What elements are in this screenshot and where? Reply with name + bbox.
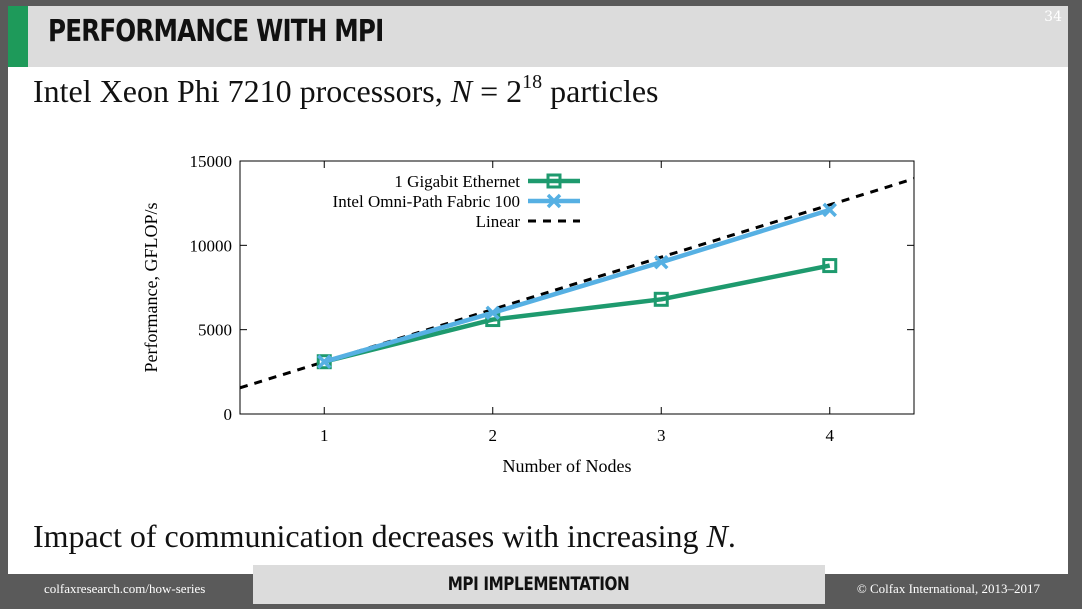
subtitle-equals: = 2 bbox=[472, 73, 523, 109]
subtitle-variable: N bbox=[450, 73, 473, 109]
conclusion-variable: N bbox=[706, 518, 728, 554]
plot-frame bbox=[239, 160, 915, 415]
series-omnipath-point bbox=[485, 305, 500, 321]
subtitle-prefix: Intel Xeon Phi 7210 processors, bbox=[33, 73, 443, 109]
slide-number: 34 bbox=[1044, 9, 1062, 25]
footer-url: colfaxresearch.com/how-series bbox=[44, 581, 206, 596]
x-tick-label: 4 bbox=[826, 426, 835, 445]
conclusion-text: Impact of communication decreases with i… bbox=[33, 518, 736, 555]
legend-label-linear: Linear bbox=[476, 212, 521, 231]
x-tick-label: 3 bbox=[657, 426, 666, 445]
series-omnipath-line bbox=[323, 207, 831, 364]
footer-section-label: MPI IMPLEMENTATION bbox=[448, 573, 630, 595]
y-tick-label: 15000 bbox=[190, 152, 233, 171]
series-ethernet-point bbox=[653, 291, 669, 307]
series-ethernet-line bbox=[323, 263, 831, 364]
subtitle-exponent: 18 bbox=[522, 71, 543, 93]
footer-copyright: © Colfax International, 2013–2017 bbox=[856, 581, 1040, 596]
slide: PERFORMANCE WITH MPI 34 Intel Xeon Phi 7… bbox=[8, 6, 1068, 604]
series-omnipath-point bbox=[654, 254, 669, 270]
legend-label-omnipath: Intel Omni-Path Fabric 100 bbox=[333, 192, 520, 211]
slide-subtitle: Intel Xeon Phi 7210 processors, N = 218 … bbox=[33, 71, 659, 110]
title-accent bbox=[8, 6, 28, 67]
y-tick-label: 0 bbox=[224, 405, 233, 424]
series-ethernet-point bbox=[822, 258, 838, 274]
legend-marker-omnipath bbox=[546, 193, 562, 209]
y-tick-label: 5000 bbox=[198, 321, 232, 340]
x-tick-label: 1 bbox=[320, 426, 329, 445]
series-omnipath-point bbox=[317, 354, 332, 369]
slide-title: PERFORMANCE WITH MPI bbox=[48, 14, 384, 49]
legend-label-ethernet: 1 Gigabit Ethernet bbox=[394, 172, 520, 191]
y-axis-label: Performance, GFLOP/s bbox=[141, 203, 161, 373]
x-tick-label: 2 bbox=[489, 426, 498, 445]
subtitle-suffix: particles bbox=[542, 73, 659, 109]
legend-marker-ethernet bbox=[546, 173, 562, 189]
title-bar: PERFORMANCE WITH MPI bbox=[8, 6, 1068, 67]
series-omnipath-point bbox=[822, 202, 837, 218]
series-linear-line bbox=[239, 177, 915, 390]
conclusion-suffix: . bbox=[727, 518, 736, 554]
performance-chart: 0 5000 10000 15000 1 2 3 4 Number of Nodes Perfor… bbox=[141, 152, 915, 476]
footer: colfaxresearch.com/how-series MPI IMPLEM… bbox=[8, 565, 1068, 604]
footer-section: MPI IMPLEMENTATION bbox=[253, 565, 825, 604]
x-axis-label: Number of Nodes bbox=[503, 456, 632, 476]
y-tick-label: 10000 bbox=[190, 236, 233, 255]
conclusion-prefix: Impact of communication decreases with i… bbox=[33, 518, 699, 554]
